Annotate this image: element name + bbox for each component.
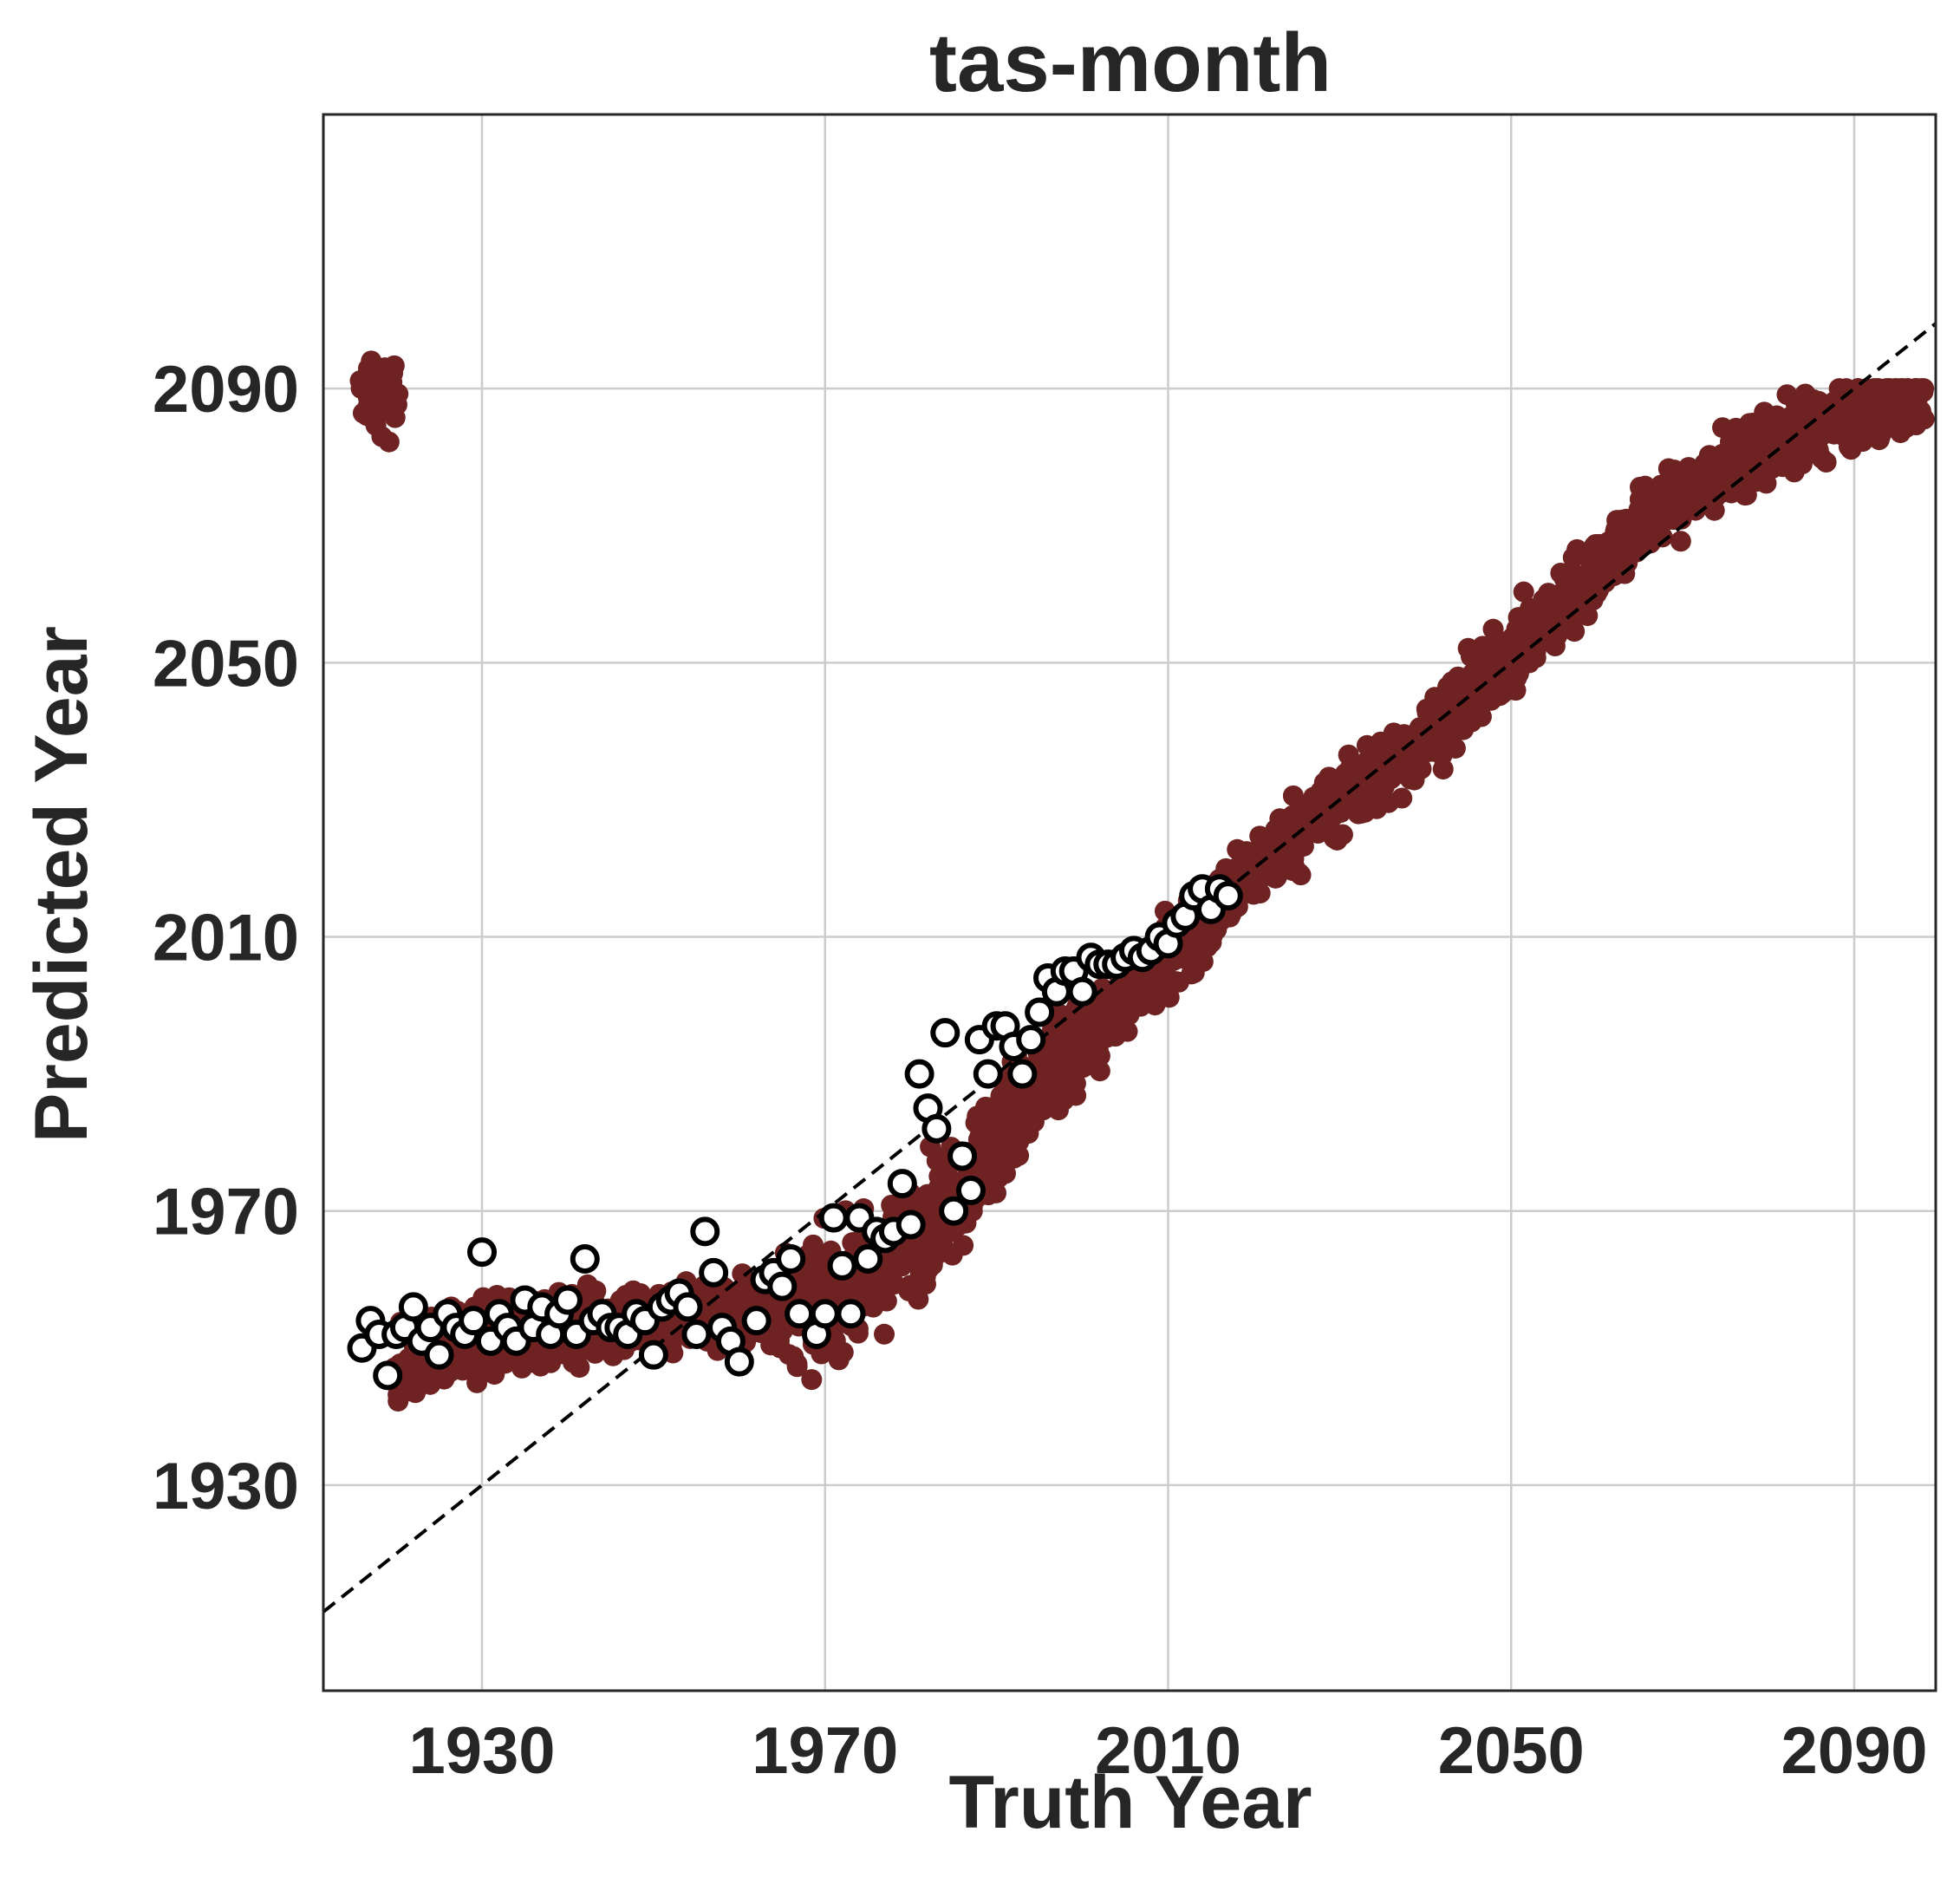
- predicted-point: [1815, 452, 1837, 473]
- highlighted-point: [955, 1175, 986, 1205]
- predicted-point: [1444, 737, 1466, 759]
- highlighted-point: [930, 1018, 960, 1048]
- highlighted-point: [699, 1257, 729, 1288]
- highlighted-point: [690, 1216, 720, 1247]
- highlighted-point: [947, 1141, 978, 1171]
- predicted-point: [1117, 1020, 1138, 1042]
- highlighted-point: [398, 1292, 428, 1322]
- x-tick-labels: 1930 1970 2010 2050 2090: [408, 1714, 1927, 1788]
- predicted-point: [1089, 1045, 1110, 1066]
- y-tick-label: 1970: [153, 1176, 299, 1249]
- predicted-point: [1703, 499, 1725, 521]
- predicted-point: [1410, 758, 1432, 779]
- highlighted-point: [673, 1292, 703, 1322]
- predicted-point: [1249, 883, 1271, 904]
- predicted-point: [1089, 1060, 1110, 1082]
- y-tick-label: 2090: [153, 353, 299, 427]
- predicted-point: [1290, 864, 1312, 886]
- predicted-point: [786, 1353, 808, 1375]
- y-tick-label: 2010: [153, 902, 299, 975]
- highlighted-point: [681, 1319, 712, 1349]
- highlighted-point: [1025, 997, 1055, 1027]
- predicted-point: [801, 1369, 823, 1391]
- highlighted-point: [836, 1299, 866, 1329]
- highlighted-point: [459, 1306, 489, 1336]
- highlighted-point: [1213, 881, 1243, 911]
- highlighted-point: [424, 1340, 454, 1370]
- predicted-point: [876, 1290, 897, 1312]
- predicted-point: [1513, 581, 1534, 603]
- highlighted-point: [1007, 1059, 1038, 1089]
- highlighted-point: [724, 1346, 754, 1377]
- highlighted-point: [827, 1250, 857, 1281]
- predicted-point: [1913, 408, 1935, 430]
- highlighted-point: [853, 1244, 883, 1275]
- highlighted-point: [776, 1244, 806, 1275]
- plot-frame: [322, 113, 1937, 1692]
- x-tick-label: 2050: [1438, 1714, 1585, 1788]
- predicted-point: [569, 1357, 590, 1379]
- x-axis-label: Truth Year: [948, 1761, 1312, 1844]
- highlighted-point: [973, 1059, 1003, 1089]
- predicted-point: [1670, 531, 1691, 552]
- highlighted-point: [921, 1113, 952, 1144]
- predicted-point: [986, 1182, 1007, 1203]
- y-tick-label: 1930: [153, 1450, 299, 1523]
- highlighted-point: [570, 1244, 600, 1275]
- predicted-point: [1913, 378, 1935, 400]
- predicted-point: [1332, 824, 1353, 845]
- highlighted-point: [939, 1196, 969, 1226]
- predicted-point: [994, 1163, 1016, 1184]
- highlighted-point: [552, 1285, 583, 1315]
- predicted-point: [1791, 453, 1813, 475]
- highlighted-point: [810, 1299, 840, 1329]
- x-tick-label: 2010: [1095, 1714, 1241, 1788]
- predicted-point: [383, 355, 405, 376]
- predicted-point: [386, 394, 407, 415]
- highlighted-point: [818, 1203, 849, 1233]
- chart-title: tas-month: [929, 16, 1332, 109]
- predicted-point: [1158, 987, 1180, 1008]
- predicted-point: [874, 1323, 895, 1345]
- grid: [323, 114, 1936, 1691]
- predicted-point: [832, 1341, 854, 1363]
- predicted-point: [585, 1280, 607, 1301]
- x-tick-label: 1930: [408, 1714, 555, 1788]
- highlighted-point: [467, 1237, 498, 1268]
- highlighted-point: [638, 1340, 668, 1370]
- highlighted-point: [373, 1360, 403, 1391]
- highlighted-point: [895, 1210, 926, 1240]
- predicted-point: [1735, 485, 1756, 506]
- predicted-point: [1391, 787, 1413, 809]
- y-axis-label: Predicted Year: [20, 626, 103, 1143]
- highlighted-point: [785, 1299, 815, 1329]
- y-tick-label: 2050: [153, 627, 299, 701]
- highlighted-point: [741, 1306, 772, 1336]
- predicted-point: [1065, 1085, 1087, 1106]
- predicted-point: [1651, 526, 1673, 548]
- x-tick-label: 1970: [752, 1714, 898, 1788]
- highlighted-point: [904, 1059, 934, 1089]
- highlighted-point: [1067, 976, 1097, 1007]
- y-tick-labels: 1930 1970 2010 2050 2090: [153, 353, 299, 1523]
- highlighted-point: [767, 1271, 798, 1301]
- predicted-point: [953, 1235, 974, 1256]
- x-tick-label: 2090: [1781, 1714, 1927, 1788]
- highlighted-points: [347, 874, 1243, 1391]
- predicted-point: [378, 431, 400, 453]
- highlighted-point: [887, 1169, 917, 1199]
- highlighted-point: [1016, 1025, 1046, 1055]
